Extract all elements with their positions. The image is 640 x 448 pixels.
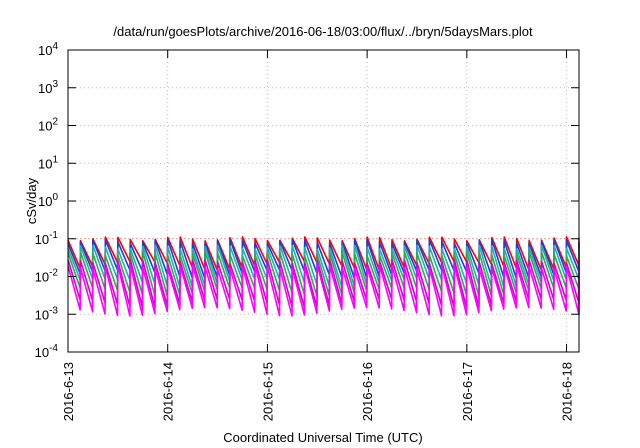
x-tick-label: 2016-6-18	[560, 362, 575, 421]
x-ticks: 2016-6-13 2016-6-14 2016-6-15 2016-6-16 2016…	[61, 50, 575, 421]
y-axis-label: cSv/day	[24, 177, 39, 224]
y-tick-label: 104	[38, 41, 58, 58]
x-tick-label: 2016-6-15	[260, 362, 275, 421]
chart-title: /data/run/goesPlots/archive/2016-06-18/0…	[113, 24, 533, 39]
y-tick-label: 102	[38, 117, 58, 134]
y-tick-label: 10-4	[35, 343, 59, 360]
y-tick-label: 100	[38, 192, 58, 209]
x-axis-label: Coordinated Universal Time (UTC)	[223, 430, 422, 445]
x-tick-label: 2016-6-13	[61, 362, 76, 421]
grid	[67, 50, 579, 352]
y-ticks: 10-4 10-3 10-2 10-1 100 101 102 103 104	[35, 41, 579, 360]
y-tick-label: 101	[38, 154, 58, 171]
x-tick-label: 2016-6-14	[161, 362, 176, 421]
x-tick-label: 2016-6-17	[460, 362, 475, 421]
series-group	[67, 236, 580, 317]
y-tick-label: 103	[38, 79, 58, 96]
y-tick-label: 10-1	[35, 230, 59, 247]
series-line	[67, 264, 580, 317]
x-tick-label: 2016-6-16	[360, 362, 375, 421]
y-tick-label: 10-2	[35, 268, 59, 285]
y-tick-label: 10-3	[35, 305, 59, 322]
